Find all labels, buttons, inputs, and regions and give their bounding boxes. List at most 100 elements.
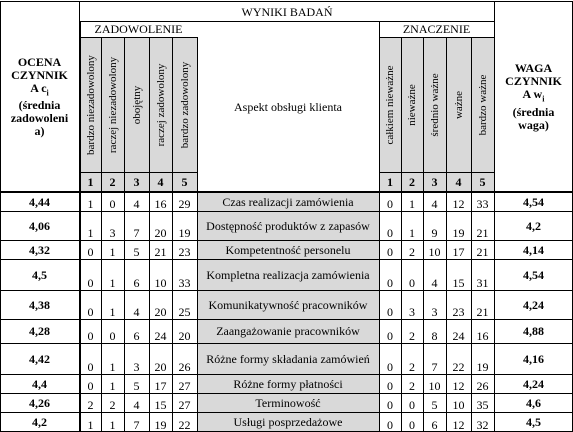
importance-scale-number: 5 xyxy=(479,174,486,189)
importance-count-cell: 1 xyxy=(409,226,415,240)
importance-count-cell: 4 xyxy=(431,276,438,290)
aspect-cell-shade xyxy=(197,393,379,412)
importance-count-cell: 1 xyxy=(409,197,415,211)
header-satisfaction: ZADOWOLENIE xyxy=(94,21,183,36)
grid-line xyxy=(80,172,197,173)
header-ocena-czynnika: OCENA CZYNNIK A ci (średnia zadowoleni a… xyxy=(10,54,69,139)
satisfaction-level-header: obojętny xyxy=(124,38,149,172)
importance-count-cell: 32 xyxy=(476,418,489,432)
aspect-cell: Czas realizacji zamówienia xyxy=(222,194,354,209)
satisfaction-count-cell: 16 xyxy=(154,197,167,211)
satisfaction-header-shade xyxy=(80,37,197,192)
satisfaction-count-cell: 0 xyxy=(87,329,94,343)
grid-line xyxy=(197,37,198,432)
waga-cell: 4,54 xyxy=(523,267,544,282)
aspect-cell-shade xyxy=(197,211,379,240)
level-label: ważne xyxy=(452,90,465,120)
ocena-cell: 4,42 xyxy=(29,351,50,366)
importance-count-cell: 31 xyxy=(476,276,489,290)
grid-line xyxy=(494,37,495,432)
importance-count-cell: 8 xyxy=(431,329,438,343)
satisfaction-count-cell: 6 xyxy=(133,276,140,290)
importance-scale-number: 1 xyxy=(387,174,393,189)
importance-count-cell: 35 xyxy=(476,398,489,412)
aspect-cell-shade xyxy=(197,259,379,290)
importance-count-cell: 10 xyxy=(452,398,465,412)
importance-level-header: nieważne xyxy=(401,38,423,172)
satisfaction-count-cell: 0 xyxy=(87,305,94,319)
aspect-cell: Komunikatywność pracowników xyxy=(208,297,368,312)
importance-count-cell: 0 xyxy=(387,245,393,259)
satisfaction-count-cell: 1 xyxy=(109,245,116,259)
grid-line xyxy=(379,37,494,38)
importance-count-cell: 12 xyxy=(452,379,465,393)
importance-header-shade xyxy=(379,37,494,192)
satisfaction-count-cell: 19 xyxy=(154,418,167,432)
satisfaction-count-cell: 3 xyxy=(109,226,116,240)
satisfaction-scale-number: 3 xyxy=(133,174,140,189)
satisfaction-count-cell: 26 xyxy=(178,360,191,374)
grid-line xyxy=(379,172,494,173)
importance-scale-number: 3 xyxy=(431,174,438,189)
importance-level-header: średnio ważne xyxy=(423,38,446,172)
importance-count-cell: 3 xyxy=(409,305,415,319)
importance-count-cell: 10 xyxy=(428,379,441,393)
grid-line xyxy=(80,21,81,432)
waga-cell: 4,5 xyxy=(526,415,541,429)
aspect-cell: Różne formy składania zamówień xyxy=(206,351,370,366)
ocena-cell: 4,26 xyxy=(29,395,50,410)
importance-count-cell: 9 xyxy=(431,226,438,240)
satisfaction-count-cell: 17 xyxy=(154,379,167,393)
satisfaction-level-header: bardzo zadowolony xyxy=(172,38,197,172)
satisfaction-count-cell: 25 xyxy=(178,305,191,319)
satisfaction-scale-number: 5 xyxy=(181,174,188,189)
satisfaction-count-cell: 0 xyxy=(87,245,94,259)
importance-count-cell: 7 xyxy=(431,360,438,374)
satisfaction-count-cell: 21 xyxy=(154,245,167,259)
satisfaction-count-cell: 27 xyxy=(178,379,191,393)
importance-count-cell: 0 xyxy=(387,360,393,374)
satisfaction-count-cell: 20 xyxy=(154,226,167,240)
grid-line xyxy=(79,1,80,432)
level-label: bardzo niezadowolony xyxy=(84,55,97,155)
importance-count-cell: 0 xyxy=(387,197,393,211)
satisfaction-count-cell: 33 xyxy=(178,276,191,290)
importance-count-cell: 21 xyxy=(476,305,489,319)
satisfaction-count-cell: 1 xyxy=(87,197,94,211)
aspect-cell: Kompetentność personelu xyxy=(225,242,351,257)
waga-cell: 4,16 xyxy=(523,351,544,366)
aspect-cell-shade xyxy=(197,240,379,259)
waga-cell: 4,54 xyxy=(523,194,544,209)
satisfaction-level-header: raczej zadowolony xyxy=(149,38,172,172)
level-label: obojętny xyxy=(130,85,143,125)
waga-cell: 4,24 xyxy=(523,297,544,312)
grid-line xyxy=(423,37,424,432)
satisfaction-scale-number: 4 xyxy=(157,174,164,189)
ocena-cell: 4,06 xyxy=(29,218,50,233)
aspect-cell-shade xyxy=(197,343,379,374)
grid-line xyxy=(0,211,573,212)
grid-line xyxy=(80,37,197,38)
satisfaction-count-cell: 0 xyxy=(109,329,116,343)
importance-count-cell: 12 xyxy=(452,197,465,211)
importance-count-cell: 4 xyxy=(431,197,438,211)
grid-line xyxy=(0,290,573,291)
satisfaction-count-cell: 4 xyxy=(133,197,140,211)
importance-count-cell: 3 xyxy=(431,305,438,319)
satisfaction-count-cell: 5 xyxy=(133,245,140,259)
level-label: raczej zadowolony xyxy=(154,63,167,147)
importance-scale-number: 2 xyxy=(409,174,415,189)
importance-count-cell: 10 xyxy=(428,245,441,259)
importance-level-header: bardzo ważne xyxy=(471,38,494,172)
importance-count-cell: 0 xyxy=(387,305,393,319)
importance-count-cell: 26 xyxy=(476,379,489,393)
aspect-cell: Dostępność produktów z zapasów xyxy=(206,218,370,233)
satisfaction-count-cell: 1 xyxy=(109,276,116,290)
satisfaction-count-cell: 1 xyxy=(109,418,116,432)
importance-scale-number: 4 xyxy=(455,174,462,189)
importance-count-cell: 0 xyxy=(409,276,415,290)
satisfaction-count-cell: 0 xyxy=(87,379,94,393)
aspect-cell-shade xyxy=(197,192,379,211)
grid-line xyxy=(172,37,173,432)
